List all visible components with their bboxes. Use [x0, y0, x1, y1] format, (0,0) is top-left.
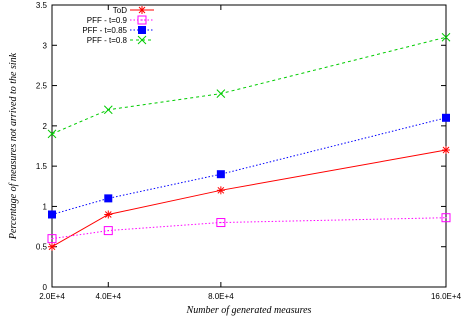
legend-marker: [138, 26, 146, 34]
series-2: [47, 213, 451, 244]
y-tick-label: 1: [43, 202, 48, 211]
y-tick-label: 0.5: [36, 243, 48, 252]
series-line: [51, 149, 447, 248]
data-point: [47, 234, 57, 244]
legend-label: PFF - t=0.8: [87, 36, 128, 45]
legend-label: PFF - t=0.85: [82, 26, 127, 35]
y-tick-label: 2: [43, 122, 48, 131]
data-point: [441, 213, 451, 223]
series-3: [48, 113, 450, 219]
x-tick-label: 8.0E+4: [208, 292, 234, 301]
x-axis-label: Number of generated measures: [186, 305, 312, 316]
y-axis-label: Percentage of measures not arrived to th…: [8, 52, 19, 240]
legend-item: PFF - t=0.9: [87, 15, 154, 25]
x-tick-label: 16.0E+4: [431, 292, 461, 301]
series-4: [47, 32, 451, 139]
legend-label: PFF - t=0.9: [87, 16, 128, 25]
legend-item: ToD: [113, 6, 154, 15]
series-line: [51, 217, 447, 240]
legend-marker: [137, 35, 147, 45]
legend-marker: [137, 15, 147, 25]
data-point: [104, 194, 113, 203]
legend-marker: [138, 6, 146, 14]
legend-label: ToD: [113, 6, 127, 15]
data-point: [216, 170, 225, 179]
data-point: [216, 186, 225, 195]
y-tick-label: 3: [43, 41, 48, 50]
plot-frame: [51, 4, 447, 288]
series-line: [51, 117, 447, 215]
series-line: [51, 36, 447, 135]
data-point: [48, 242, 56, 251]
data-point: [442, 113, 450, 122]
data-point: [216, 89, 226, 98]
data-point: [216, 218, 226, 228]
y-tick-label: 3.5: [36, 1, 48, 10]
x-tick-label: 2.0E+4: [39, 292, 65, 301]
y-tick-label: 1.5: [36, 162, 48, 171]
data-point: [104, 210, 113, 219]
data-point: [103, 226, 113, 236]
data-point: [47, 129, 57, 139]
y-tick-label: 2.5: [36, 82, 48, 91]
data-point: [103, 105, 113, 115]
legend-item: PFF - t=0.85: [82, 26, 154, 35]
series-1: [48, 146, 450, 251]
data-point: [441, 32, 451, 42]
data-point: [48, 210, 56, 219]
y-tick-label: 0: [43, 283, 48, 292]
x-tick-label: 4.0E+4: [95, 292, 121, 301]
data-point: [442, 146, 450, 155]
legend-item: PFF - t=0.8: [87, 35, 154, 45]
